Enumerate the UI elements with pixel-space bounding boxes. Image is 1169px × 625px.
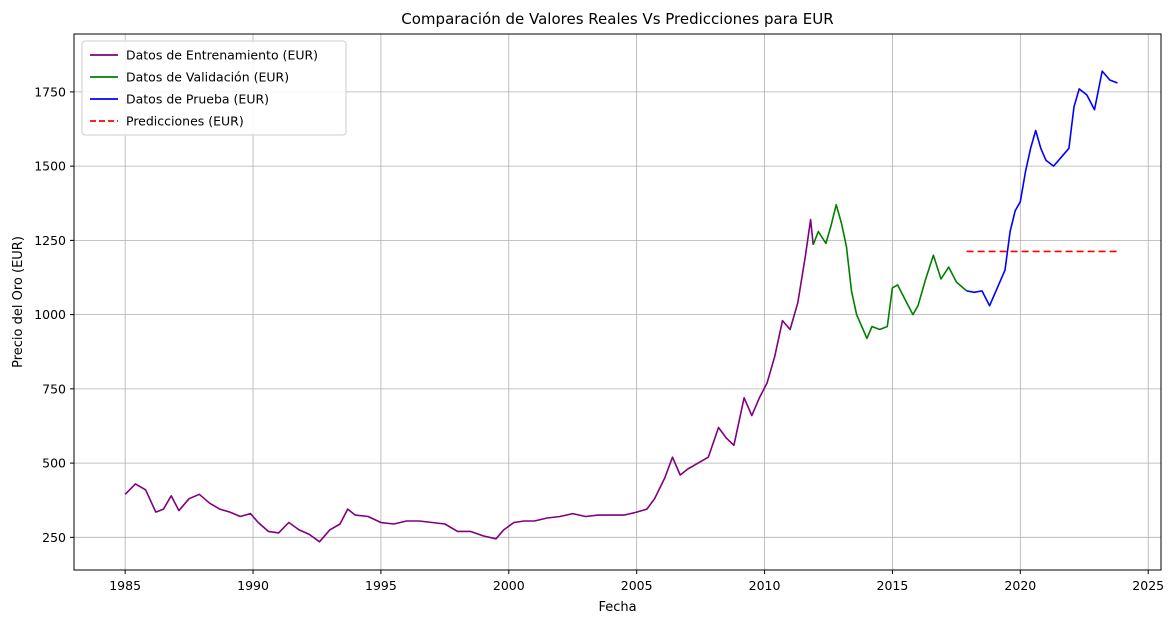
- legend-box: [81, 40, 347, 136]
- series-line-0: [124, 218, 814, 543]
- x-tick-label: 2000: [493, 578, 525, 593]
- x-tick-label: 2020: [1004, 578, 1036, 593]
- grid: [74, 34, 1161, 570]
- y-tick-label: 250: [42, 530, 66, 545]
- y-tick-label: 1500: [34, 159, 66, 174]
- chart-title: Comparación de Valores Reales Vs Predicc…: [401, 10, 833, 28]
- legend-label-1: Datos de Validación (EUR): [126, 70, 289, 85]
- legend: Datos de Entrenamiento (EUR) Datos de Val…: [81, 40, 347, 136]
- plot-frame: [73, 33, 1162, 571]
- x-tick-label: 1990: [237, 578, 269, 593]
- x-tick-label: 2005: [621, 578, 653, 593]
- ticks: 1985 1990 1995 2000 2005 2010 2015 2020 2025 250 5…: [34, 84, 1164, 593]
- x-tick-label: 2025: [1132, 578, 1164, 593]
- x-axis-title: Fecha: [598, 600, 636, 615]
- y-tick-label: 1750: [34, 84, 66, 99]
- legend-label-3: Predicciones (EUR): [126, 114, 244, 129]
- x-tick-label: 2015: [877, 578, 909, 593]
- y-axis-title: Precio del Oro (EUR): [11, 236, 26, 368]
- legend-label-2: Datos de Prueba (EUR): [126, 92, 269, 107]
- legend-label-0: Datos de Entrenamiento (EUR): [126, 48, 318, 63]
- series-layer: [124, 70, 1118, 543]
- x-tick-label: 1995: [365, 578, 397, 593]
- series-line-1: [812, 203, 968, 340]
- y-tick-label: 500: [42, 456, 66, 471]
- y-tick-label: 1000: [34, 307, 66, 322]
- series-line-2: [966, 70, 1118, 307]
- y-tick-label: 750: [42, 381, 66, 396]
- x-tick-label: 1985: [109, 578, 141, 593]
- y-tick-label: 1250: [34, 233, 66, 248]
- x-tick-label: 2010: [749, 578, 781, 593]
